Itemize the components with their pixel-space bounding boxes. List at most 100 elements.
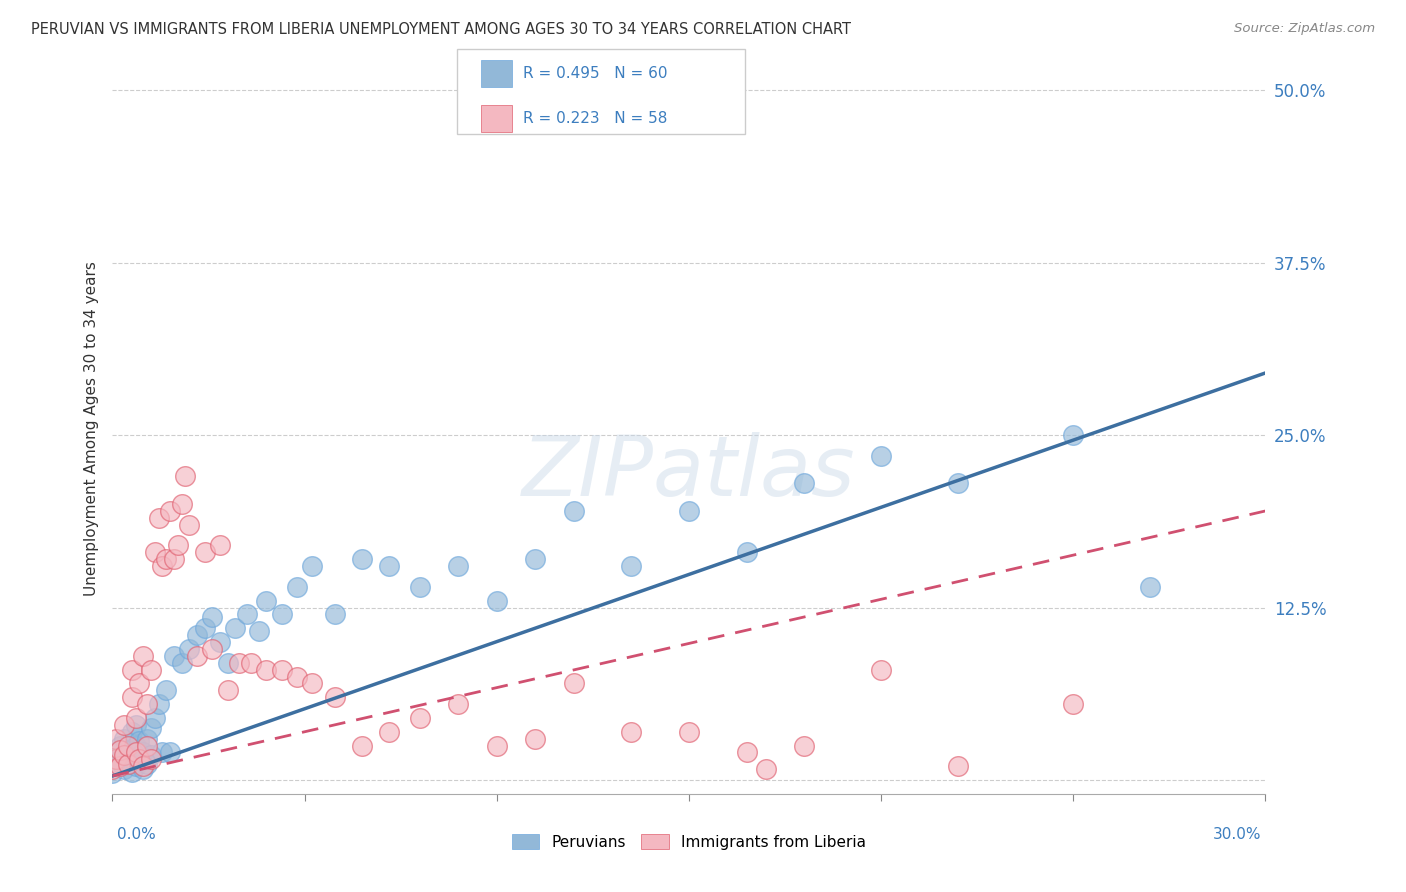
Point: [143, 711, 166, 725]
Point: [132, 762, 155, 776]
Point: [124, 718, 146, 732]
Point: [793, 476, 815, 491]
Point: [105, 752, 128, 766]
Text: R = 0.223   N = 58: R = 0.223 N = 58: [523, 112, 668, 126]
Point: [124, 759, 146, 773]
Point: [163, 552, 186, 566]
Point: [108, 752, 131, 766]
Point: [148, 697, 170, 711]
Point: [179, 642, 201, 657]
Point: [121, 724, 143, 739]
Point: [112, 718, 135, 732]
Point: [485, 593, 508, 607]
Point: [143, 545, 166, 559]
Point: [112, 731, 135, 746]
Point: [101, 766, 124, 780]
Point: [174, 469, 197, 483]
Point: [139, 752, 162, 766]
Point: [186, 648, 208, 663]
Point: [121, 764, 143, 779]
Point: [112, 748, 135, 763]
Point: [285, 580, 308, 594]
Point: [139, 721, 162, 735]
Point: [148, 511, 170, 525]
Point: [270, 607, 292, 622]
Point: [194, 621, 217, 635]
Point: [101, 762, 124, 776]
Text: PERUVIAN VS IMMIGRANTS FROM LIBERIA UNEMPLOYMENT AMONG AGES 30 TO 34 YEARS CORRE: PERUVIAN VS IMMIGRANTS FROM LIBERIA UNEM…: [31, 22, 851, 37]
Point: [117, 756, 139, 771]
Point: [946, 476, 969, 491]
Point: [870, 449, 893, 463]
Point: [447, 697, 470, 711]
Point: [562, 504, 585, 518]
Point: [224, 621, 246, 635]
Text: R = 0.495   N = 60: R = 0.495 N = 60: [523, 66, 668, 80]
Text: 30.0%: 30.0%: [1213, 827, 1261, 841]
Y-axis label: Unemployment Among Ages 30 to 34 years: Unemployment Among Ages 30 to 34 years: [83, 260, 98, 596]
Point: [755, 762, 778, 776]
Point: [352, 552, 374, 566]
Point: [124, 711, 146, 725]
Point: [105, 759, 128, 773]
Point: [105, 731, 128, 746]
Point: [270, 663, 292, 677]
Point: [678, 504, 700, 518]
Text: Source: ZipAtlas.com: Source: ZipAtlas.com: [1234, 22, 1375, 36]
Point: [159, 504, 181, 518]
Point: [409, 711, 432, 725]
Point: [735, 746, 758, 760]
Point: [117, 742, 139, 756]
Point: [108, 742, 131, 756]
Point: [124, 739, 146, 753]
Point: [132, 759, 155, 773]
Point: [217, 656, 239, 670]
Point: [485, 739, 508, 753]
Point: [524, 731, 547, 746]
Point: [254, 663, 277, 677]
Point: [378, 724, 401, 739]
Point: [254, 593, 277, 607]
Point: [620, 559, 643, 574]
Point: [155, 552, 177, 566]
Point: [139, 748, 162, 763]
Point: [285, 669, 308, 683]
Point: [132, 648, 155, 663]
Point: [163, 648, 186, 663]
Point: [121, 748, 143, 763]
Point: [112, 762, 135, 776]
Point: [1062, 697, 1084, 711]
Point: [239, 656, 262, 670]
Point: [121, 663, 143, 677]
Point: [152, 746, 174, 760]
Point: [236, 607, 259, 622]
Point: [620, 724, 643, 739]
Point: [678, 724, 700, 739]
Point: [105, 746, 128, 760]
Point: [447, 559, 470, 574]
Point: [870, 663, 893, 677]
Point: [325, 607, 347, 622]
Point: [301, 559, 323, 574]
Point: [124, 746, 146, 760]
Point: [194, 545, 217, 559]
Point: [132, 746, 155, 760]
Point: [201, 610, 224, 624]
Point: [128, 676, 150, 690]
Point: [301, 676, 323, 690]
Point: [166, 539, 188, 553]
Point: [209, 539, 232, 553]
Text: ZIPatlas: ZIPatlas: [522, 432, 856, 513]
Point: [108, 759, 131, 773]
Point: [136, 756, 159, 771]
Point: [128, 752, 150, 766]
Point: [735, 545, 758, 559]
Point: [946, 759, 969, 773]
Point: [128, 734, 150, 748]
Point: [117, 739, 139, 753]
Point: [170, 497, 193, 511]
Point: [136, 731, 159, 746]
Point: [217, 683, 239, 698]
Text: 0.0%: 0.0%: [117, 827, 156, 841]
Point: [793, 739, 815, 753]
